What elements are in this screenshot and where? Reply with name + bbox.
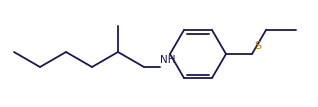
Text: NH: NH bbox=[160, 55, 176, 65]
Text: S: S bbox=[254, 41, 261, 51]
